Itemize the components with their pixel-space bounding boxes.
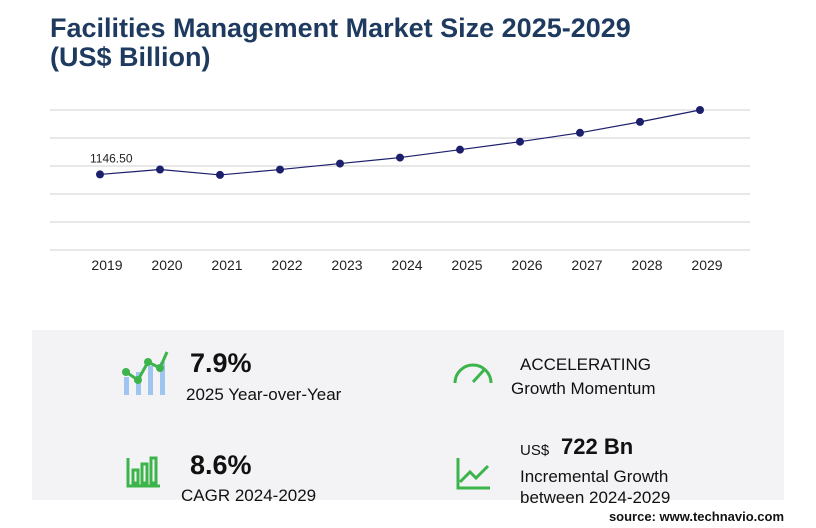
point <box>96 170 104 179</box>
stat-label: Incremental Growth between 2024-2029 <box>520 467 671 507</box>
stat-label: CAGR 2024-2029 <box>181 486 317 505</box>
point <box>456 145 464 154</box>
chart-title: Facilities Management Market Size 2025-2… <box>50 13 631 72</box>
x-tick-label: 2021 <box>211 257 242 273</box>
x-tick-label: 2022 <box>271 257 302 273</box>
point <box>336 159 344 168</box>
x-tick-label: 2028 <box>631 257 662 273</box>
x-tick-label: 2023 <box>331 257 362 273</box>
x-tick-label: 2024 <box>391 257 422 273</box>
point <box>276 165 284 174</box>
point <box>636 117 644 126</box>
x-tick-label: 2026 <box>511 257 542 273</box>
point <box>576 128 584 137</box>
source: source: www.technavio.com <box>608 509 784 524</box>
stat-value: 7.9% <box>190 348 252 378</box>
stat-value: 722 Bn <box>561 434 634 459</box>
x-tick-label: 2020 <box>151 257 182 273</box>
stat-value: 8.6% <box>190 450 252 480</box>
stat-value: ACCELERATING <box>520 355 651 374</box>
chart: 1146.50 2019 2020 2021 2022 2023 2024 2025 2026 2… <box>50 106 750 273</box>
point <box>156 165 164 174</box>
x-tick-label: 2027 <box>571 257 602 273</box>
stat-prefix: US$ <box>520 442 550 459</box>
point <box>696 106 704 114</box>
point <box>396 153 404 162</box>
x-tick-label: 2025 <box>451 257 482 273</box>
point <box>216 170 224 179</box>
point <box>516 137 524 146</box>
stat-label: Growth Momentum <box>511 379 656 398</box>
x-tick-label: 2019 <box>91 257 122 273</box>
stat-label: 2025 Year-over-Year <box>186 385 342 404</box>
x-tick-label: 2029 <box>691 257 722 273</box>
data-label: 1146.50 <box>90 151 133 165</box>
